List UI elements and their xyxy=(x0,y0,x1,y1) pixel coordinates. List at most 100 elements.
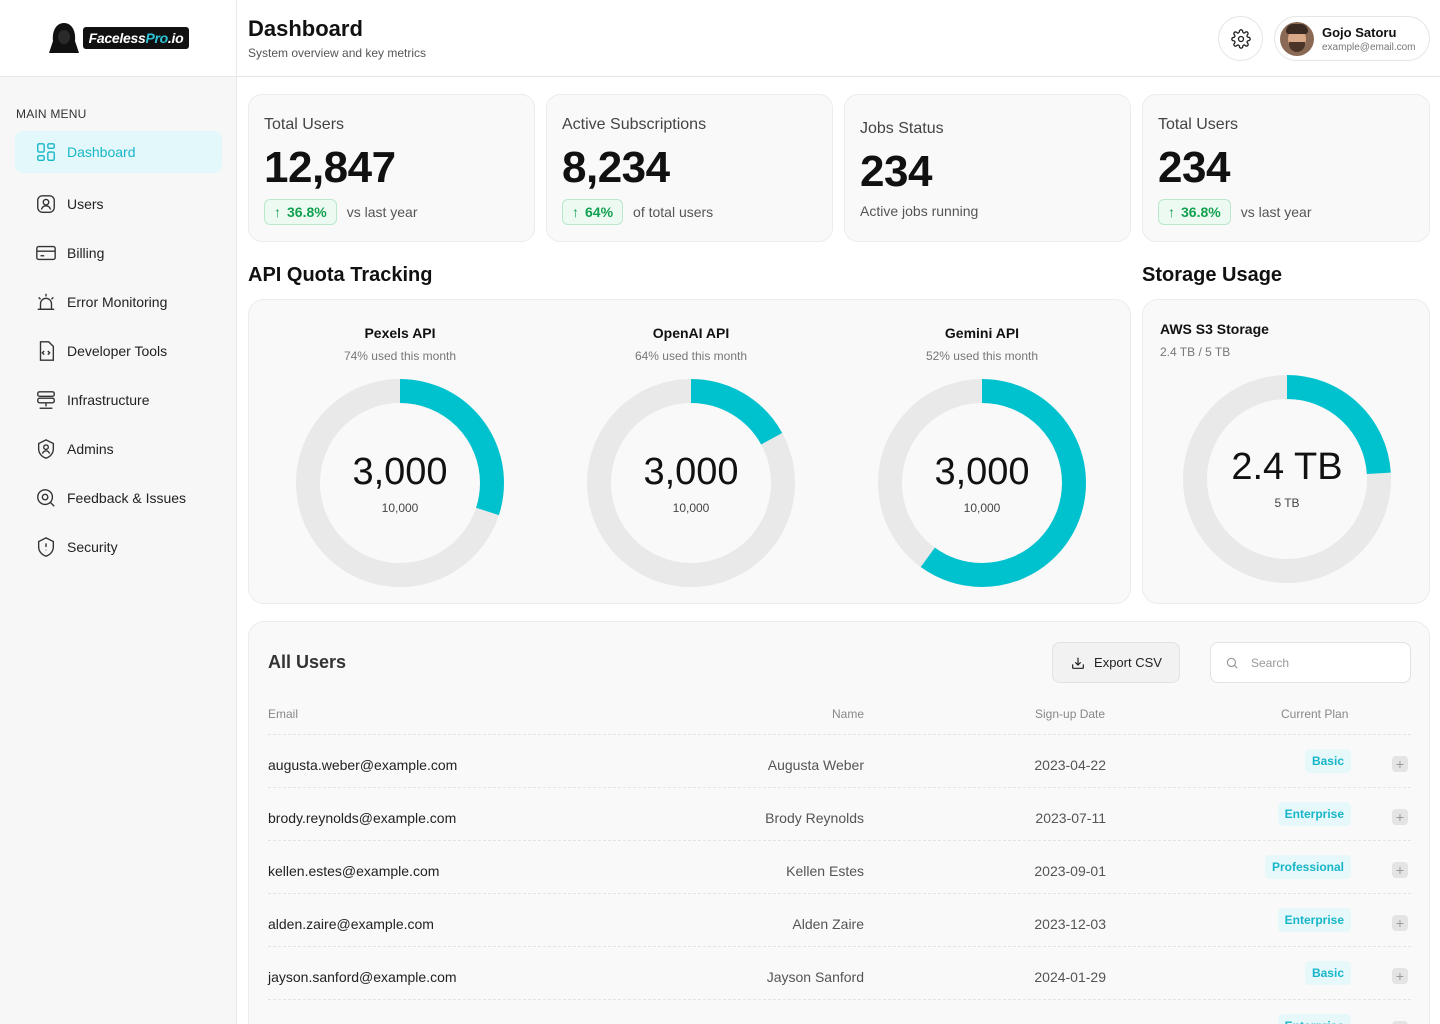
sidebar-item-developer-tools[interactable]: Developer Tools xyxy=(15,330,222,372)
gauge-subtitle: 52% used this month xyxy=(925,349,1039,363)
bug-icon xyxy=(37,293,55,311)
stat-value: 234 xyxy=(860,147,932,196)
download-icon xyxy=(1072,657,1084,669)
column-header-email[interactable]: Email xyxy=(268,707,299,721)
stat-label: Total Users xyxy=(1158,116,1239,133)
table-row[interactable]: brody.reynolds@example.com Brody Reynold… xyxy=(268,787,1411,840)
storage-subtitle: 2.4 TB / 5 TB xyxy=(1160,345,1231,359)
settings-button[interactable] xyxy=(1218,16,1263,61)
column-header-current-plan[interactable]: Current Plan xyxy=(1281,707,1349,721)
column-header-name[interactable]: Name xyxy=(832,707,865,721)
sidebar-item-security[interactable]: Security xyxy=(15,526,222,568)
sidebar-item-dashboard[interactable]: Dashboard xyxy=(15,131,222,173)
gauge-openai xyxy=(587,379,795,587)
storage-panel: AWS S3 Storage 2.4 TB / 5 TB 2.4 TB 5 TB xyxy=(1142,299,1430,604)
expand-row-button[interactable]: + xyxy=(1392,1021,1408,1024)
sidebar-item-label: Developer Tools xyxy=(67,343,168,359)
stat-card-jobs-status: Jobs Status 234 Active jobs running xyxy=(844,94,1131,242)
export-csv-button[interactable]: Export CSV xyxy=(1052,642,1180,683)
stat-label: Jobs Status xyxy=(860,120,944,137)
user-profile-chip[interactable]: Gojo Satoru example@email.com xyxy=(1274,16,1430,61)
sidebar-item-label: Users xyxy=(67,196,104,212)
table-row[interactable]: jayson.sanford@example.com Jayson Sanfor… xyxy=(268,946,1411,999)
gauge-name: Pexels API xyxy=(364,325,436,341)
sidebar-item-label: Feedback & Issues xyxy=(67,490,187,506)
column-header-signup-date[interactable]: Sign-up Date xyxy=(1035,707,1106,721)
expand-row-button[interactable]: + xyxy=(1392,809,1408,825)
admin-icon xyxy=(37,439,55,459)
stat-value: 12,847 xyxy=(264,143,396,192)
search-field[interactable] xyxy=(1210,642,1411,683)
sidebar-item-label: Billing xyxy=(67,245,105,261)
stat-foot-text: of total users xyxy=(633,204,714,220)
api-quota-panel: Pexels API 74% used this month 3,000 10,… xyxy=(248,299,1131,604)
expand-row-button[interactable]: + xyxy=(1392,756,1408,772)
stat-foot-text: vs last year xyxy=(346,204,418,220)
stat-label: Active Subscriptions xyxy=(562,116,707,133)
user-name: Gojo Satoru xyxy=(1322,24,1397,40)
plan-badge: Professional xyxy=(1264,855,1351,879)
storage-name: AWS S3 Storage xyxy=(1160,321,1269,337)
gauge-name: OpenAI API xyxy=(652,325,730,341)
page-title: Dashboard xyxy=(248,16,363,41)
logo-area: FacelessPro.io xyxy=(0,0,236,77)
table-row[interactable]: kellen.estes@example.com Kellen Estes 20… xyxy=(268,840,1411,893)
main-menu: Dashboard Users Billing Error Monitoring… xyxy=(15,131,222,575)
row-signup-date: 2023-09-01 xyxy=(1034,863,1106,879)
gauge-pexels xyxy=(296,379,504,587)
search-input[interactable] xyxy=(1251,655,1391,670)
sidebar-item-admins[interactable]: Admins xyxy=(15,428,222,470)
row-email: kellen.estes@example.com xyxy=(268,863,440,879)
gear-icon xyxy=(1230,28,1251,49)
row-email: jayson.sanford@example.com xyxy=(268,969,457,985)
row-name: Jayson Sanford xyxy=(766,969,864,985)
sidebar-item-label: Error Monitoring xyxy=(67,294,168,310)
sidebar-item-users[interactable]: Users xyxy=(15,183,222,225)
top-header: Dashboard System overview and key metric… xyxy=(237,0,1440,77)
stat-foot-text: vs last year xyxy=(1240,204,1312,220)
sidebar-item-label: Security xyxy=(67,539,118,555)
table-row[interactable]: augusta.weber@example.com Augusta Weber … xyxy=(268,734,1411,787)
storage-value: 2.4 TB xyxy=(1231,446,1343,488)
export-csv-label: Export CSV xyxy=(1094,655,1162,670)
sidebar-item-error-monitoring[interactable]: Error Monitoring xyxy=(15,281,222,323)
row-email: alden.zaire@example.com xyxy=(268,916,434,932)
table-row[interactable]: Enterprise + xyxy=(268,999,1411,1024)
menu-title: MAIN MENU xyxy=(16,107,87,121)
row-name: Augusta Weber xyxy=(767,757,864,773)
expand-row-button[interactable]: + xyxy=(1392,862,1408,878)
code-file-icon xyxy=(39,341,55,361)
stat-card-total-users-2: Total Users 234 ↑ 36.8% vs last year xyxy=(1142,94,1430,242)
gauge-subtitle: 64% used this month xyxy=(634,349,748,363)
credit-card-icon xyxy=(36,245,56,261)
hooded-figure-icon xyxy=(48,23,79,53)
gauge-value: 3,000 xyxy=(352,451,448,493)
sidebar: FacelessPro.io MAIN MENU Dashboard Users… xyxy=(0,0,237,1024)
users-table-panel: All Users Export CSV Email Name Sign-up … xyxy=(248,621,1430,1024)
arrow-up-icon: ↑ xyxy=(1168,204,1175,220)
growth-badge: ↑ 36.8% xyxy=(264,199,337,225)
expand-row-button[interactable]: + xyxy=(1392,968,1408,984)
user-email: example@email.com xyxy=(1322,41,1416,53)
plus-icon: + xyxy=(1396,1022,1404,1024)
row-name: Alden Zaire xyxy=(792,916,864,932)
brand-logo[interactable]: FacelessPro.io xyxy=(47,21,190,55)
gauge-name: Gemini API xyxy=(944,325,1020,341)
plan-badge: Basic xyxy=(1304,749,1351,773)
gauge-value: 3,000 xyxy=(934,451,1030,493)
table-row[interactable]: alden.zaire@example.com Alden Zaire 2023… xyxy=(268,893,1411,946)
gauge-max: 10,000 xyxy=(963,501,1001,515)
sidebar-item-infrastructure[interactable]: Infrastructure xyxy=(15,379,222,421)
sidebar-item-feedback[interactable]: Feedback & Issues xyxy=(15,477,222,519)
plus-icon: + xyxy=(1395,915,1405,931)
sidebar-item-label: Dashboard xyxy=(67,144,136,160)
row-signup-date: 2023-12-03 xyxy=(1034,916,1106,932)
search-icon xyxy=(1226,657,1238,669)
gauge-arc xyxy=(296,379,504,587)
plan-badge: Enterprise xyxy=(1277,908,1351,932)
expand-row-button[interactable]: + xyxy=(1392,915,1408,931)
sidebar-item-billing[interactable]: Billing xyxy=(15,232,222,274)
server-icon xyxy=(37,391,55,409)
gauge-arc xyxy=(1183,375,1391,583)
gauge-gemini xyxy=(878,379,1086,587)
